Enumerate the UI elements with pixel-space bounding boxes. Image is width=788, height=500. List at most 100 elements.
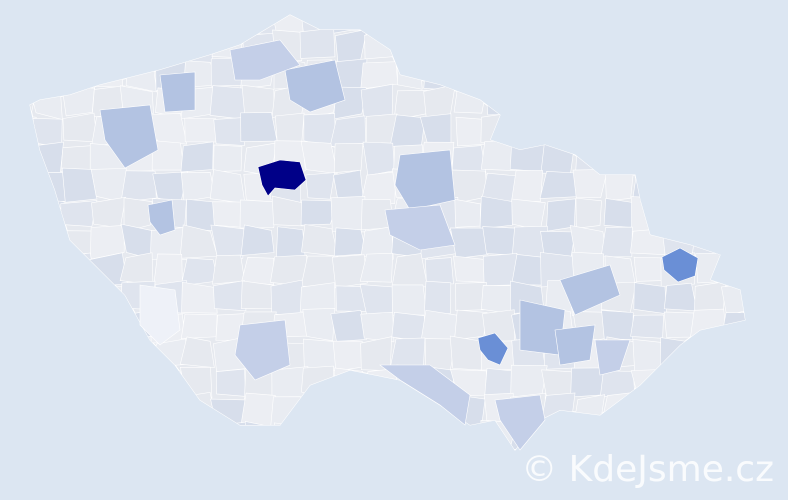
district-cell [120,170,157,203]
district-cell [630,112,668,145]
district-cell [305,451,335,482]
district-cell [512,15,546,33]
district-cell [120,369,159,397]
region-medium[interactable] [284,59,346,113]
district-cell [60,310,98,339]
district-cell [30,421,38,450]
district-cell [361,398,398,427]
district-cell [239,199,277,229]
district-cell [719,312,745,344]
district-cell [181,281,218,314]
district-cell [750,256,787,284]
district-cell [665,15,693,33]
district-cell [31,198,65,231]
district-cell [32,338,64,372]
district-cell [754,310,783,336]
district-cell [30,230,69,259]
district-cell [449,335,488,371]
region-medium[interactable] [494,394,546,451]
district-cell [30,364,34,400]
district-cell [453,84,488,114]
region-medium[interactable] [394,149,456,211]
region-medium[interactable] [594,339,631,376]
district-cell [455,116,485,147]
district-cell [30,449,37,450]
region-medium[interactable] [159,71,196,113]
district-cell [30,172,38,203]
district-cell [660,87,692,118]
district-cell [454,198,481,228]
district-cell [210,224,245,260]
district-cell [123,421,153,450]
district-cell [360,171,397,204]
district-cell [91,61,124,88]
district-cell [333,143,364,173]
district-cell [390,422,424,450]
district-cell [720,168,745,201]
district-cell [633,282,668,315]
district-cell [570,59,606,88]
district-cell [30,142,37,171]
district-cell [757,28,782,58]
district-cell [690,139,727,177]
district-cell [450,227,489,259]
district-cell [720,30,745,58]
district-cell [630,368,668,397]
district-cell [63,230,95,255]
district-cell [30,56,36,89]
region-medium[interactable] [234,319,291,381]
region-medium[interactable] [99,104,159,169]
district-cell [179,448,217,450]
district-cell [330,15,367,35]
district-cell [154,15,184,35]
district-cell [540,231,576,257]
district-cell [90,339,126,370]
district-cell [752,85,786,119]
district-cell [31,15,67,34]
region-medium[interactable] [229,39,301,81]
district-cell [540,116,573,148]
region-strong[interactable] [477,332,509,366]
district-cell [694,201,729,231]
district-cell [331,254,368,289]
region-strong[interactable] [661,247,699,283]
district-cell [720,140,745,173]
region-medium[interactable] [147,199,176,236]
district-cell [30,228,36,256]
district-cell [389,114,426,147]
district-cell [482,253,518,287]
district-cell [482,451,515,484]
district-cell [485,83,518,116]
region-medium[interactable] [554,324,596,366]
district-cell [92,313,125,339]
district-cell [660,32,695,62]
district-cell [751,61,783,88]
district-cell [212,254,246,285]
region-light[interactable] [139,284,181,346]
district-cell [90,29,129,64]
district-cell [692,172,728,205]
region-max[interactable] [257,159,307,197]
district-cell [30,30,63,63]
district-cell [695,111,725,146]
district-cell [480,15,513,36]
district-cell [540,83,573,119]
district-cell [575,197,602,229]
district-cell [631,140,662,174]
district-cell [725,118,745,142]
district-cell [125,55,157,93]
district-cell [126,32,153,62]
district-cell [721,283,745,316]
district-cell [720,57,745,91]
district-cell [511,170,544,202]
district-cell [241,15,278,36]
district-cell [60,15,98,37]
district-cell [151,455,184,483]
region-medium[interactable] [379,364,471,426]
region-medium[interactable] [384,204,456,251]
district-cell [545,33,572,60]
region-medium[interactable] [559,264,621,316]
district-cell [274,422,309,450]
district-cell [213,452,248,482]
district-cell [151,419,185,450]
